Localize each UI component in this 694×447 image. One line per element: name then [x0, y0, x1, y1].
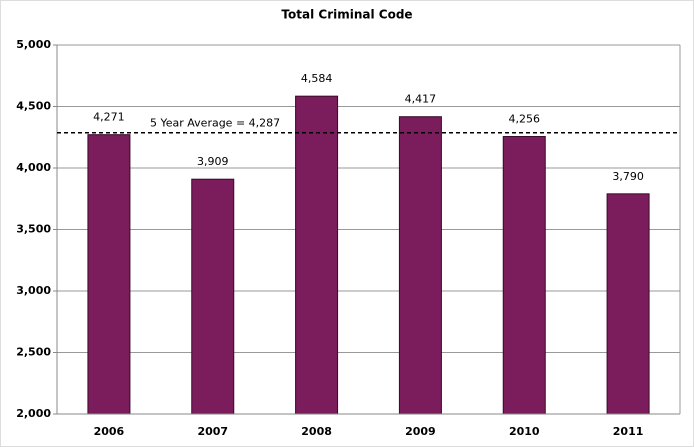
value-label: 3,909	[197, 155, 229, 168]
x-tick-label: 2007	[197, 425, 228, 438]
x-tick-label: 2006	[94, 425, 125, 438]
value-label: 4,256	[509, 113, 541, 126]
value-label: 4,584	[301, 72, 333, 85]
bar	[295, 95, 339, 415]
y-tick-label: 3,000	[16, 284, 51, 297]
x-tick-label: 2010	[509, 425, 540, 438]
bar	[398, 116, 442, 415]
chart-title: Total Criminal Code	[281, 8, 412, 22]
y-tick-label: 4,500	[16, 100, 51, 113]
y-tick-label: 2,000	[16, 407, 51, 420]
y-tick-label: 3,500	[16, 223, 51, 236]
y-tick-label: 4,000	[16, 161, 51, 174]
bar	[191, 178, 235, 415]
bar	[606, 193, 650, 415]
value-label: 3,790	[612, 170, 644, 183]
x-tick-label: 2009	[405, 425, 436, 438]
x-tick-label: 2008	[301, 425, 332, 438]
value-label: 4,417	[405, 93, 437, 106]
x-tick-label: 2011	[613, 425, 644, 438]
value-label: 4,271	[93, 111, 125, 124]
bar	[87, 134, 131, 415]
y-tick-label: 5,000	[16, 38, 51, 51]
y-tick-label: 2,500	[16, 346, 51, 359]
bar	[502, 136, 546, 415]
average-label: 5 Year Average = 4,287	[150, 117, 280, 130]
